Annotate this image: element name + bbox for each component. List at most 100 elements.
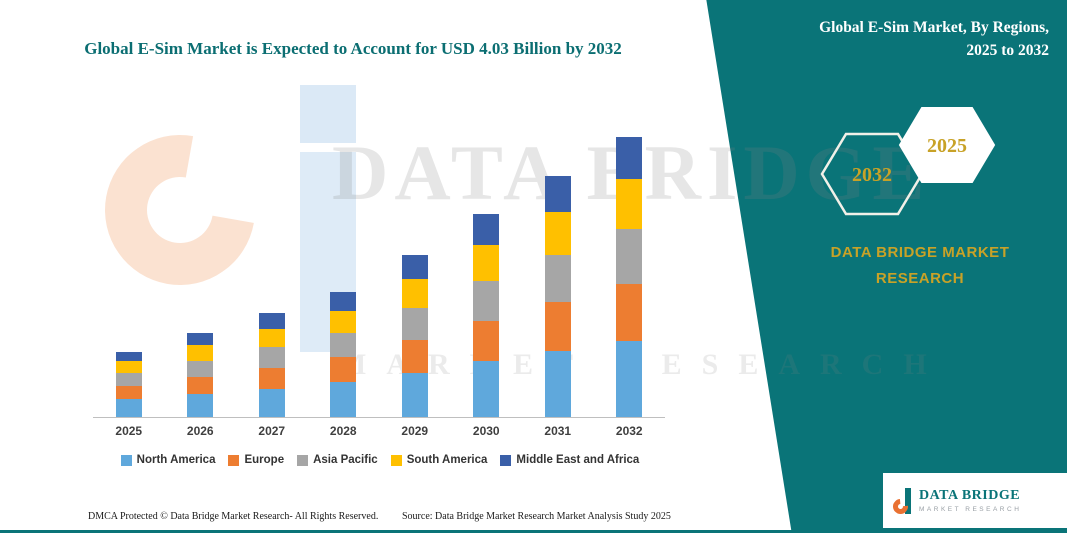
bar-segment-asia-pacific — [115, 373, 142, 386]
logo-icon-stem — [905, 487, 911, 514]
brand-text-line1: DATA BRIDGE MARKET — [830, 244, 1010, 261]
bar-column-2025 — [93, 126, 165, 417]
bar-segment-middle-east-and-africa — [115, 351, 142, 362]
hexagon-2025: 2025 — [898, 107, 996, 183]
plot-area: 2025 2026 2027 2028 2029 2030 2031 2032 — [93, 126, 665, 438]
bar-stack — [115, 351, 142, 417]
x-axis-labels: 2025 2026 2027 2028 2029 2030 2031 2032 — [93, 418, 665, 438]
bar-column-2031 — [522, 126, 594, 417]
bar-stack — [401, 255, 428, 417]
bar-segment-middle-east-and-africa — [258, 312, 285, 329]
bar-segment-south-america — [330, 310, 357, 333]
legend-label: Europe — [244, 454, 285, 466]
x-axis-label-2026: 2026 — [186, 424, 214, 438]
bar-column-2029 — [379, 126, 451, 417]
bar-segment-middle-east-and-africa — [330, 291, 357, 311]
bar-segment-north-america — [187, 394, 214, 417]
legend-label: Middle East and Africa — [516, 454, 640, 466]
footer-dmca-text: DMCA Protected © Data Bridge Market Rese… — [88, 511, 379, 522]
x-axis-label-2028: 2028 — [329, 424, 357, 438]
bar-segment-europe — [187, 377, 214, 395]
bar-segment-south-america — [115, 361, 142, 374]
bar-stack — [187, 332, 214, 417]
x-axis-label-2027: 2027 — [258, 424, 286, 438]
bar-segment-north-america — [330, 382, 357, 417]
bar-segment-south-america — [258, 328, 285, 348]
bar-column-2026 — [165, 126, 237, 417]
legend-row: North America Europe Asia Pacific South Ame… — [55, 454, 705, 466]
bar-segment-middle-east-and-africa — [401, 255, 428, 279]
bar-segment-middle-east-and-africa — [473, 214, 500, 245]
brand-text-line2: RESEARCH — [875, 270, 965, 288]
logo-icon — [889, 487, 912, 517]
bar-segment-middle-east-and-africa — [616, 136, 643, 179]
watermark-logo-square — [300, 85, 356, 143]
hexagon-2025-outline — [898, 107, 996, 183]
bars-row — [93, 126, 665, 418]
legend-swatch — [500, 454, 512, 466]
bar-column-2032 — [594, 126, 666, 417]
bar-segment-north-america — [258, 388, 285, 417]
bar-segment-north-america — [115, 398, 142, 417]
legend-label: Asia Pacific — [313, 454, 378, 466]
bar-segment-south-america — [544, 211, 571, 256]
legend-item-north-america: North America — [120, 454, 216, 466]
chart-title: Global E-Sim Market is Expected to Accou… — [84, 39, 622, 58]
legend-item-middle-east-and-africa: Middle East and Africa — [500, 454, 639, 466]
bar-segment-asia-pacific — [258, 347, 285, 368]
bar-stack — [544, 175, 571, 417]
bar-stack — [473, 214, 500, 417]
bar-segment-europe — [544, 302, 571, 351]
footer-source-text: Source: Data Bridge Market Research Mark… — [402, 511, 671, 522]
bar-segment-north-america — [473, 361, 500, 417]
bar-segment-south-america — [401, 278, 428, 308]
side-panel-title: Global E-Sim Market, By Regions, 2025 to… — [819, 19, 1049, 60]
bar-segment-asia-pacific — [616, 228, 643, 285]
brand-text: DATA BRIDGE MARKET RESEARCH — [798, 240, 1042, 293]
bar-segment-europe — [330, 357, 357, 383]
x-axis-label-2032: 2032 — [615, 424, 643, 438]
bar-segment-middle-east-and-africa — [187, 332, 214, 346]
bar-column-2028 — [308, 126, 380, 417]
bar-segment-south-america — [616, 178, 643, 229]
bar-segment-asia-pacific — [187, 360, 214, 378]
bar-segment-asia-pacific — [401, 307, 428, 340]
legend-label: North America — [136, 454, 216, 466]
bar-segment-asia-pacific — [544, 255, 571, 303]
bar-segment-middle-east-and-africa — [544, 175, 571, 212]
hexagon-2032-label: 2032 — [852, 164, 892, 186]
bar-segment-asia-pacific — [330, 332, 357, 358]
legend-swatch — [120, 454, 132, 466]
bar-segment-europe — [115, 385, 142, 399]
legend-item-south-america: South America — [390, 454, 488, 466]
x-axis-label-2031: 2031 — [544, 424, 572, 438]
bar-stack — [616, 136, 643, 417]
logo-tagline: MARKET RESEARCH — [919, 506, 1022, 513]
bottom-border — [0, 530, 1067, 533]
bar-segment-europe — [616, 284, 643, 341]
legend-label: South America — [406, 454, 488, 466]
bar-segment-north-america — [401, 372, 428, 417]
legend-swatch — [390, 454, 402, 466]
bar-segment-north-america — [616, 340, 643, 417]
bar-segment-europe — [258, 367, 285, 389]
bar-segment-asia-pacific — [473, 280, 500, 322]
logo-name: DATA BRIDGE — [919, 488, 1021, 503]
company-logo: DATA BRIDGE MARKET RESEARCH — [883, 470, 1067, 528]
hexagon-2025-label: 2025 — [927, 135, 967, 157]
bar-segment-south-america — [473, 244, 500, 281]
bar-column-2027 — [236, 126, 308, 417]
bar-column-2030 — [451, 126, 523, 417]
bar-segment-south-america — [187, 345, 214, 361]
bar-segment-north-america — [544, 351, 571, 417]
legend-item-europe: Europe — [228, 454, 284, 466]
bar-segment-europe — [401, 339, 428, 373]
logo-text-block: DATA BRIDGE MARKET RESEARCH — [919, 488, 1021, 513]
bar-stack — [330, 291, 357, 417]
bar-segment-europe — [473, 321, 500, 362]
legend-swatch — [228, 454, 240, 466]
x-axis-label-2029: 2029 — [401, 424, 429, 438]
bar-stack — [258, 312, 285, 417]
legend-swatch — [297, 454, 309, 466]
